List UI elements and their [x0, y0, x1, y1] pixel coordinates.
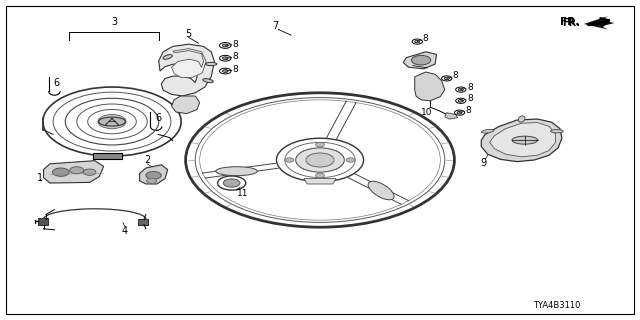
Polygon shape: [403, 52, 436, 69]
Circle shape: [457, 111, 462, 114]
Circle shape: [223, 179, 240, 187]
Ellipse shape: [203, 79, 213, 83]
Circle shape: [98, 115, 126, 129]
Circle shape: [412, 55, 431, 65]
Circle shape: [296, 148, 344, 172]
Ellipse shape: [205, 62, 217, 66]
Text: 5: 5: [186, 28, 192, 39]
Polygon shape: [172, 96, 200, 114]
Text: 8: 8: [467, 83, 472, 92]
Ellipse shape: [163, 55, 172, 59]
Circle shape: [223, 44, 228, 47]
Circle shape: [83, 169, 96, 175]
Circle shape: [285, 158, 294, 162]
Text: 8: 8: [466, 106, 471, 115]
Text: 8: 8: [453, 71, 458, 80]
Ellipse shape: [550, 130, 563, 133]
Circle shape: [223, 70, 228, 73]
Text: FR.: FR.: [560, 17, 579, 27]
Text: 8: 8: [233, 65, 238, 74]
Polygon shape: [445, 113, 458, 119]
Circle shape: [458, 100, 463, 102]
FancyBboxPatch shape: [93, 153, 122, 159]
Polygon shape: [138, 219, 148, 225]
Polygon shape: [415, 72, 445, 101]
Circle shape: [70, 167, 84, 174]
Polygon shape: [584, 16, 614, 29]
Text: 9: 9: [480, 158, 486, 168]
Ellipse shape: [99, 117, 125, 126]
Circle shape: [223, 57, 228, 60]
Polygon shape: [172, 49, 206, 77]
Circle shape: [52, 168, 69, 176]
Polygon shape: [490, 123, 556, 157]
Polygon shape: [481, 119, 562, 162]
Circle shape: [316, 142, 324, 147]
Text: 8: 8: [233, 40, 238, 49]
Text: 2: 2: [144, 155, 150, 165]
Polygon shape: [304, 179, 336, 184]
Text: 1: 1: [36, 172, 43, 183]
Circle shape: [306, 153, 334, 167]
Circle shape: [458, 88, 463, 91]
Circle shape: [444, 77, 449, 80]
Ellipse shape: [512, 136, 538, 144]
Text: FR.: FR.: [563, 18, 580, 28]
Polygon shape: [38, 218, 48, 225]
Text: 7: 7: [272, 20, 278, 31]
Ellipse shape: [368, 181, 394, 200]
Text: 4: 4: [122, 226, 128, 236]
Text: 6: 6: [156, 113, 162, 124]
Ellipse shape: [216, 167, 257, 176]
Text: TYA4B3110: TYA4B3110: [533, 301, 580, 310]
Text: 3: 3: [111, 17, 117, 28]
Circle shape: [415, 40, 420, 43]
Text: 8: 8: [467, 94, 472, 103]
Text: 6: 6: [53, 78, 60, 88]
Circle shape: [316, 173, 324, 178]
Polygon shape: [140, 165, 168, 184]
Circle shape: [146, 172, 161, 179]
Circle shape: [147, 178, 157, 183]
Ellipse shape: [518, 116, 525, 122]
Text: 10: 10: [421, 108, 433, 117]
Circle shape: [346, 158, 355, 162]
Polygon shape: [44, 161, 104, 183]
Text: 8: 8: [233, 52, 238, 61]
Polygon shape: [159, 44, 214, 96]
Text: 8: 8: [423, 34, 428, 43]
Ellipse shape: [481, 129, 494, 133]
Text: 11: 11: [237, 189, 249, 198]
